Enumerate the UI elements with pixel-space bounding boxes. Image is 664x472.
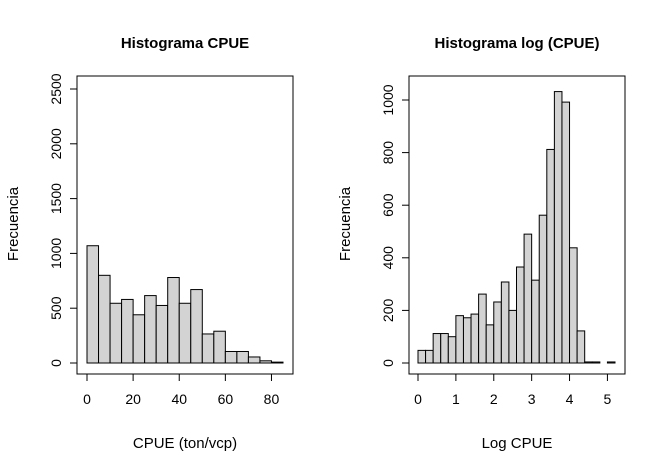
histogram-bar [591, 361, 601, 364]
x-axis-label: CPUE (ton/vcp) [133, 435, 237, 452]
histogram-bar [247, 356, 261, 364]
histogram-bar [190, 289, 203, 364]
x-axis: 0 20 40 60 80 [83, 373, 280, 407]
histogram-bar [546, 148, 555, 364]
log-cpue-histogram-panel: Histograma log (CPUE) Log CPUE Frecuenci… [337, 35, 626, 452]
histogram-bar [462, 317, 472, 364]
y-tick-label: 2000 [48, 128, 64, 159]
y-axis: 0 500 1000 1500 2000 2500 [48, 73, 78, 367]
histogram-bar [478, 293, 487, 364]
histogram-bar [606, 361, 616, 364]
histogram-bar [155, 304, 169, 364]
histogram-bar [167, 277, 180, 364]
plot-frame [408, 75, 626, 375]
histogram-bar [531, 279, 540, 364]
x-tick-label: 80 [264, 391, 280, 407]
x-tick-label: 0 [414, 391, 422, 407]
histogram-bar [493, 301, 502, 364]
histogram-bar [201, 333, 215, 364]
x-tick-label: 60 [218, 391, 234, 407]
x-tick-label: 3 [528, 391, 536, 407]
histogram-bar [425, 349, 434, 364]
y-tick-label: 500 [48, 296, 64, 320]
histogram-bar [569, 247, 578, 364]
histogram-bar [178, 302, 192, 364]
histogram-bar [455, 315, 464, 364]
histogram-bar [440, 333, 449, 364]
histogram-bar [553, 91, 563, 364]
histogram-bar [538, 214, 548, 364]
histogram-bar [86, 245, 100, 364]
histogram-bar [109, 302, 123, 364]
histogram-bar [508, 309, 517, 364]
x-tick-label: 40 [171, 391, 187, 407]
y-tick-label: 2500 [48, 73, 64, 104]
histogram-bar [470, 313, 480, 364]
histogram-bar [523, 233, 533, 364]
x-tick-label: 4 [566, 391, 574, 407]
histogram-bar [584, 361, 593, 364]
histogram-bar [144, 295, 157, 364]
histogram-bar [270, 361, 284, 364]
y-tick-label: 1000 [48, 238, 64, 269]
bars-group [417, 91, 616, 364]
histogram-bar [132, 314, 146, 364]
y-tick-label: 0 [48, 359, 64, 367]
y-tick-label: 600 [380, 193, 396, 217]
x-tick-label: 2 [490, 391, 498, 407]
histogram-bar [561, 101, 571, 364]
histogram-bar [224, 350, 238, 364]
plot-frame [76, 75, 294, 375]
histogram-bar [485, 324, 495, 364]
x-axis: 0 1 2 3 4 5 [414, 373, 612, 407]
histogram-bar [516, 266, 525, 364]
histogram-bar [417, 349, 427, 364]
histogram-bar [576, 330, 586, 364]
y-tick-label: 400 [380, 246, 396, 270]
x-tick-label: 5 [604, 391, 612, 407]
cpue-histogram-panel: Histograma CPUE CPUE (ton/vcp) Frecuenci… [5, 35, 294, 452]
y-tick-label: 200 [380, 299, 396, 323]
y-axis-label: Frecuencia [5, 186, 22, 261]
chart-title: Histograma log (CPUE) [434, 35, 599, 52]
histogram-bar [121, 298, 134, 364]
y-tick-label: 1000 [380, 84, 396, 115]
histogram-bar [98, 274, 111, 364]
bars-group [86, 245, 284, 364]
y-axis-label: Frecuencia [337, 186, 354, 261]
y-tick-label: 0 [380, 359, 396, 367]
y-tick-label: 800 [380, 141, 396, 165]
y-axis: 0 200 400 600 800 1000 [380, 84, 410, 367]
y-tick-label: 1500 [48, 183, 64, 214]
x-tick-label: 0 [83, 391, 91, 407]
chart-title: Histograma CPUE [121, 35, 249, 52]
histogram-bar [259, 360, 272, 364]
x-axis-label: Log CPUE [482, 435, 553, 452]
x-tick-label: 20 [125, 391, 141, 407]
histogram-bar [236, 350, 249, 364]
x-tick-label: 1 [452, 391, 460, 407]
histogram-bar [500, 281, 510, 364]
histogram-bar [447, 336, 457, 364]
histogram-bar [432, 333, 442, 364]
histogram-bar [213, 330, 226, 364]
